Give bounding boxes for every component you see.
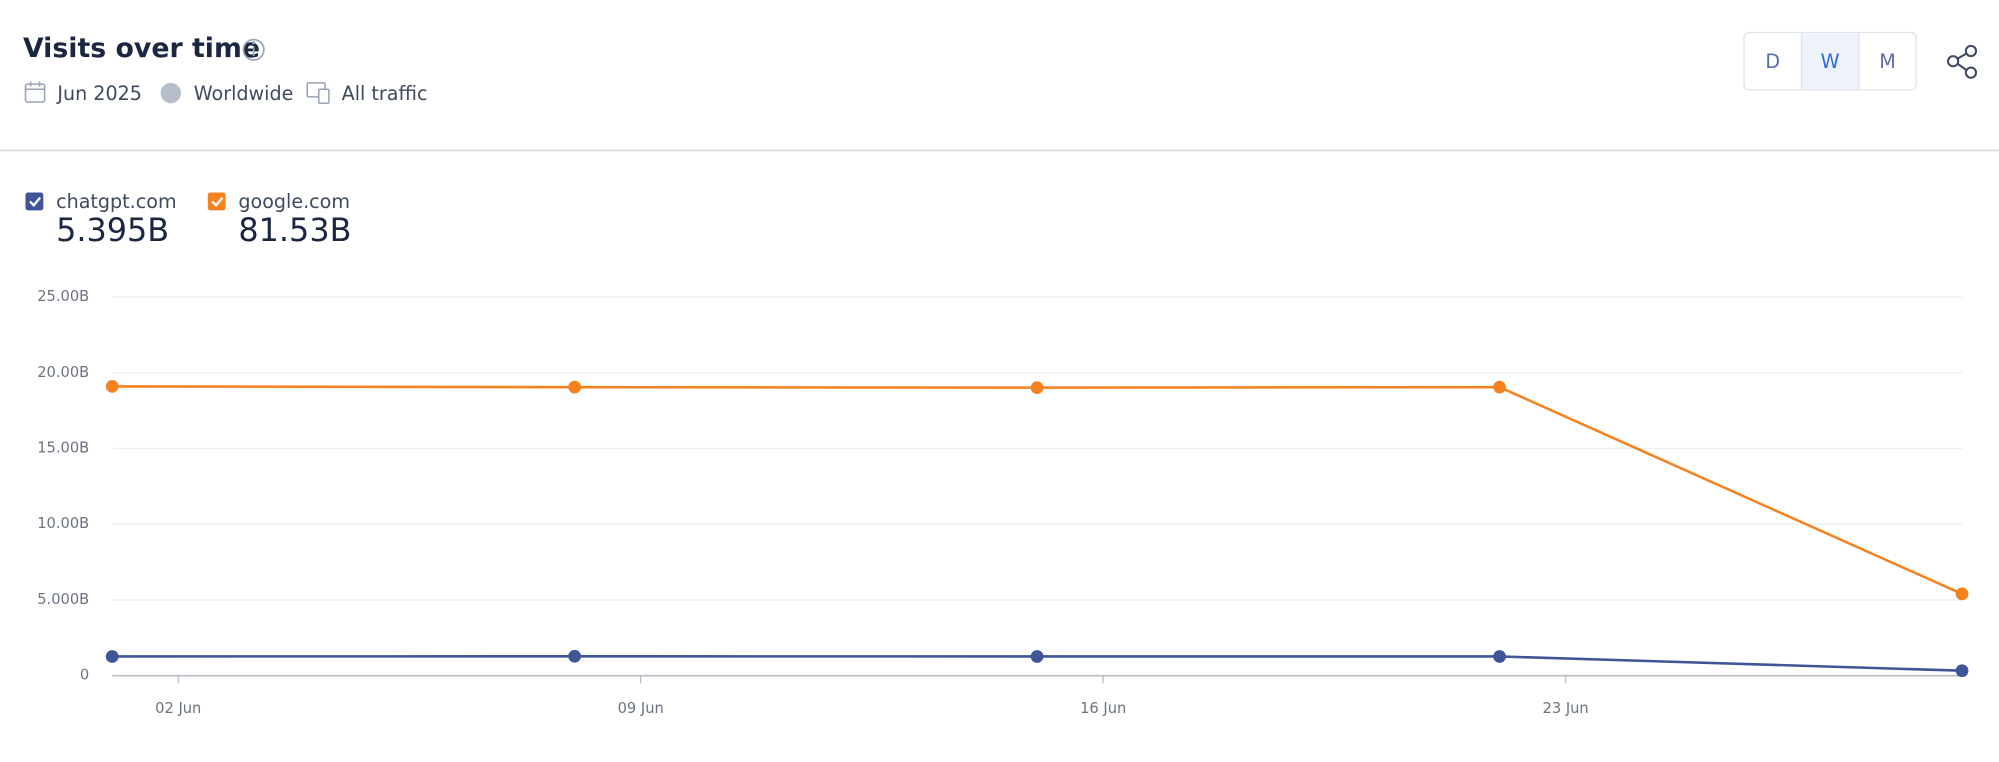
data-point[interactable] [1493,650,1506,663]
calendar-icon [24,81,46,103]
series-line [112,385,1963,596]
y-tick-label: 20.00B [37,364,89,381]
y-tick-label: 25.00B [37,288,89,305]
granularity-button[interactable]: W [1821,50,1840,73]
checkmark [29,196,42,207]
granularity-button[interactable]: D [1765,50,1780,73]
date-filter[interactable]: Jun 2025 [56,82,142,105]
data-point[interactable] [1030,650,1044,663]
granularity-button[interactable]: M [1879,50,1896,73]
selected-bg [1802,33,1860,90]
legend-total: 81.53B [238,211,351,249]
data-point[interactable] [1493,380,1506,394]
plot: 0 5.000B 10.00B 15.00B 20.00B 25.00B 02 Jun 09 … [37,288,1969,717]
data-point[interactable] [1955,664,1969,678]
share-icon[interactable] [1946,44,1978,79]
data-point[interactable] [105,380,119,393]
data-point[interactable] [1030,381,1044,394]
region-filter[interactable]: Worldwide [194,82,294,105]
legend-name: chatgpt.com [56,190,176,213]
device-icon [306,82,330,105]
legend-checkbox[interactable] [25,192,44,211]
legend-checkbox[interactable] [207,192,226,211]
y-tick-label: 5.000B [37,591,89,608]
info-icon[interactable] [242,38,265,61]
globe-icon [160,82,182,104]
x-tick-label: 09 Jun [618,700,664,717]
y-tick-label: 0 [80,667,89,684]
data-point[interactable] [105,650,119,663]
x-tick-label: 23 Jun [1543,700,1589,717]
data-point[interactable] [1955,587,1969,601]
x-tick-label: 16 Jun [1080,700,1126,717]
legend-total: 5.395B [56,211,169,249]
y-tick-label: 10.00B [37,515,89,532]
x-tick-label: 02 Jun [155,700,201,717]
data-point[interactable] [568,380,582,394]
traffic-filter[interactable]: All traffic [342,82,428,105]
data-point[interactable] [568,649,582,663]
title: Visits over time [23,33,260,64]
y-tick-label: 15.00B [37,440,89,457]
checkmark [211,196,224,207]
legend-name: google.com [238,190,350,213]
